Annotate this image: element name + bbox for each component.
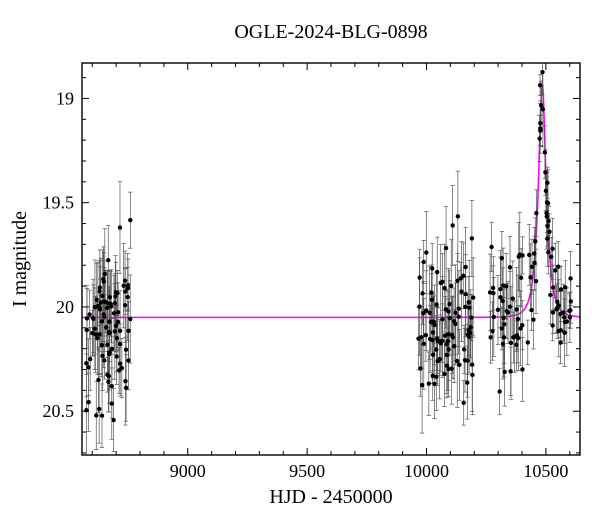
- svg-text:9500: 9500: [289, 461, 325, 481]
- svg-text:19.5: 19.5: [43, 193, 75, 213]
- svg-text:20.5: 20.5: [43, 401, 75, 421]
- svg-text:10000: 10000: [404, 461, 449, 481]
- svg-text:20: 20: [56, 297, 74, 317]
- y-axis-label: I magnitude: [9, 211, 31, 307]
- chart-svg: 9000 9500 10000 10500 19 19.5 20 20.5 OGLE-2024-…: [0, 0, 600, 512]
- chart-title: OGLE-2024-BLG-0898: [234, 21, 427, 43]
- svg-text:10500: 10500: [523, 461, 568, 481]
- svg-text:9000: 9000: [170, 461, 206, 481]
- x-axis-label: HJD - 2450000: [269, 486, 392, 508]
- svg-text:19: 19: [56, 88, 74, 108]
- lightcurve-chart: 9000 9500 10000 10500 19 19.5 20 20.5 OGLE-2024-…: [0, 0, 600, 512]
